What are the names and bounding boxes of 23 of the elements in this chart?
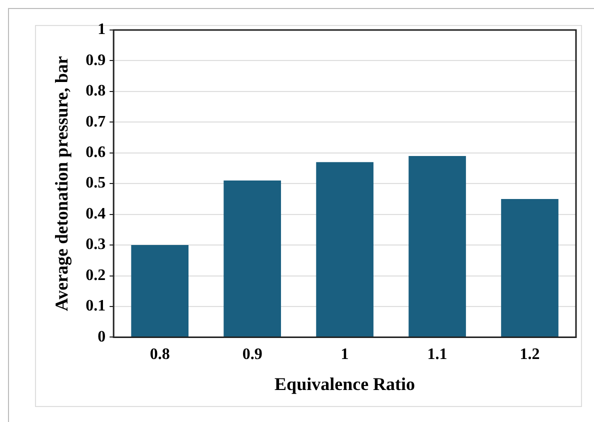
y-axis-title: Average detonation pressure, bar: [51, 56, 72, 312]
x-tick-label: 1.1: [427, 346, 448, 363]
y-tick-label: 1: [98, 21, 106, 38]
y-tick-label: 0.5: [86, 174, 106, 192]
y-tick-label: 0.1: [86, 298, 106, 315]
y-tick-label: 0.9: [86, 52, 106, 69]
y-tick-label: 0.2: [86, 266, 106, 284]
bar: [316, 162, 374, 337]
x-tick-label: 1: [340, 346, 349, 363]
bar: [408, 156, 466, 337]
x-axis-title: Equivalence Ratio: [274, 374, 416, 394]
y-tick-label: 0.4: [86, 205, 106, 222]
bar: [224, 180, 281, 337]
y-tick-label: 0.6: [86, 144, 106, 162]
x-tick-label: 0.8: [150, 346, 170, 363]
bar: [131, 245, 189, 337]
y-tick-label: 0.3: [86, 236, 106, 254]
x-tick-label: 1.2: [520, 346, 540, 363]
y-tick-label: 0: [98, 328, 106, 346]
bar: [501, 198, 558, 337]
x-tick-label: 0.9: [242, 346, 262, 363]
y-tick-label: 0.7: [86, 113, 106, 130]
y-tick-label: 0.8: [86, 82, 106, 100]
